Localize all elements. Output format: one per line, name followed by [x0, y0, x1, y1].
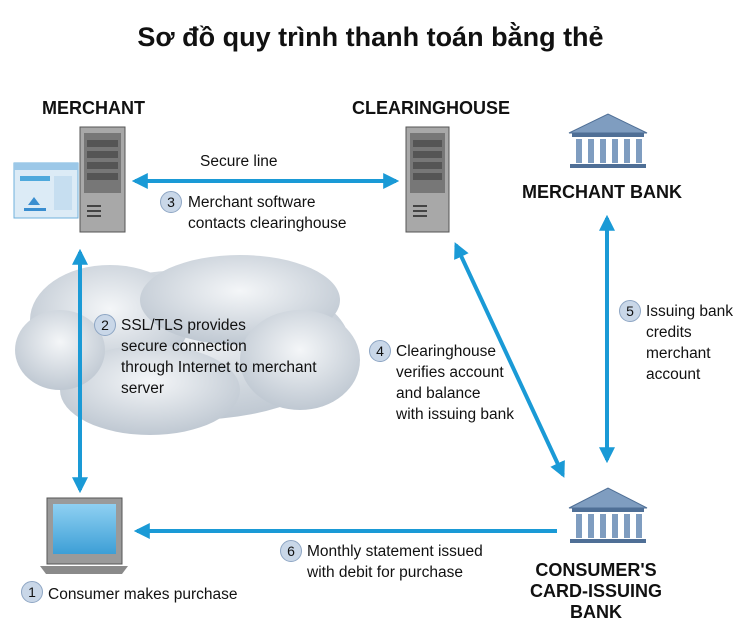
- step-1-badge: 1: [21, 581, 43, 603]
- merchant-bank-label: MERCHANT BANK: [522, 182, 682, 202]
- step-3-badge: 3: [160, 191, 182, 213]
- step-4-text: Clearinghouse verifies account and balan…: [396, 343, 515, 423]
- clearinghouse-label: CLEARINGHOUSE: [352, 98, 511, 118]
- step-4-badge: 4: [369, 340, 391, 362]
- step-5-text: Issuing bank credits merchant account: [646, 303, 734, 383]
- step-2-text: SSL/TLS provides secure connection throu…: [121, 317, 317, 397]
- arrow-verify-account: [454, 242, 565, 478]
- merchant-bank-icon: [568, 113, 648, 168]
- issuing-bank-icon: [568, 487, 648, 543]
- secure-line-label: Secure line: [200, 153, 278, 170]
- clearinghouse-server-icon: [405, 126, 450, 233]
- step-6-badge: 6: [280, 540, 302, 562]
- step-1-text: Consumer makes purchase: [48, 586, 238, 603]
- merchant-label: MERCHANT: [42, 98, 145, 118]
- merchant-server-icon: [79, 126, 126, 233]
- merchant-webpage-icon: [13, 162, 79, 219]
- step-6-text: Monthly statement issued with debit for …: [307, 543, 483, 581]
- internet-cloud: [15, 255, 360, 435]
- step-2-badge: 2: [94, 314, 116, 336]
- diagram-title: Sơ đồ quy trình thanh toán bằng thẻ: [137, 22, 604, 52]
- step-3-text: Merchant software contacts clearinghouse: [188, 194, 347, 232]
- consumer-computer-icon: [40, 497, 128, 574]
- step-5-badge: 5: [619, 300, 641, 322]
- issuing-bank-label: CONSUMER'S CARD-ISSUING BANK: [530, 560, 663, 622]
